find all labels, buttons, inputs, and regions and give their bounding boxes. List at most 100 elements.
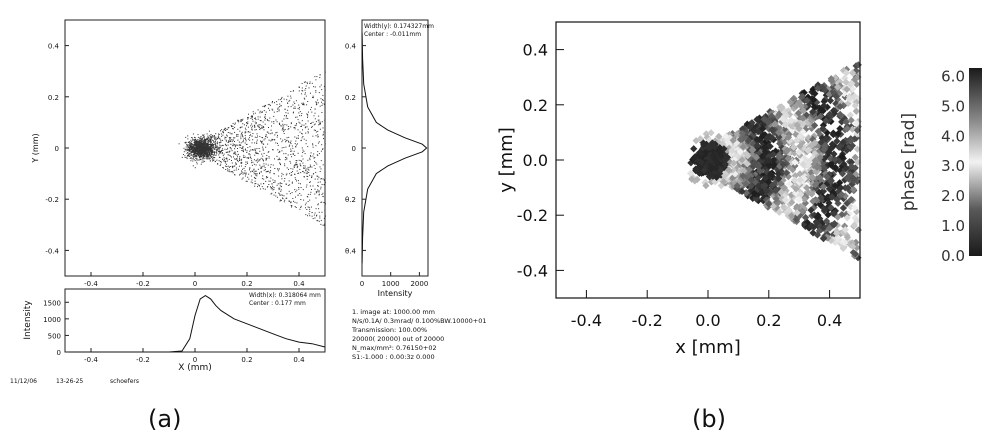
scatter-point	[276, 101, 278, 103]
scatter-point	[221, 129, 223, 131]
scatter-point	[213, 157, 215, 159]
scatter-point	[270, 140, 272, 142]
scatter-point	[249, 137, 250, 139]
scatter-point	[242, 136, 244, 138]
scatter-point	[208, 145, 210, 147]
scatter-point	[322, 99, 324, 101]
scatter-point	[313, 157, 315, 159]
scatter-point	[213, 143, 215, 145]
phase-point	[785, 206, 793, 214]
scatter-point	[299, 168, 301, 170]
scatter-point	[211, 145, 212, 146]
scatter-point	[301, 113, 303, 114]
scatter-point	[194, 153, 196, 154]
phase-point	[852, 107, 860, 115]
phase-point	[761, 181, 770, 189]
scatter-point	[290, 106, 292, 108]
scatter-point	[234, 148, 236, 150]
scatter-point	[236, 135, 237, 137]
scatter-point	[295, 160, 297, 162]
phase-point	[840, 89, 848, 98]
scatter-point	[198, 151, 200, 153]
panel-b-y-ticks: -0.4-0.20.00.20.4	[517, 41, 564, 280]
scatter-point	[245, 129, 247, 131]
scatter-point	[278, 122, 280, 124]
scatter-point	[191, 149, 193, 151]
scatter-point	[218, 142, 220, 144]
scatter-point	[212, 158, 213, 160]
scatter-point	[218, 147, 219, 149]
phase-point	[841, 226, 849, 234]
scatter-point	[305, 139, 307, 141]
scatter-point	[208, 151, 210, 153]
scatter-point	[200, 139, 202, 141]
scatter-point	[190, 153, 192, 155]
scatter-point	[278, 109, 280, 111]
scatter-point	[198, 156, 200, 158]
scatter-point	[216, 152, 218, 154]
scatter-point	[262, 188, 264, 190]
phase-point	[853, 98, 861, 106]
scatter-point	[219, 138, 221, 140]
phase-point	[761, 143, 769, 151]
scatter-point	[226, 157, 228, 159]
scatter-point	[207, 135, 209, 137]
phase-point	[851, 102, 859, 110]
scatter-point	[322, 148, 324, 150]
scatter-point	[319, 77, 321, 79]
scatter-point	[271, 183, 273, 185]
scatter-point	[276, 104, 278, 106]
scatter-point	[281, 178, 283, 180]
scatter-point	[228, 140, 229, 142]
scatter-point	[202, 142, 204, 144]
scatter-point	[254, 148, 256, 150]
scatter-point	[242, 118, 244, 120]
scatter-point	[214, 142, 216, 144]
scatter-point	[201, 142, 203, 144]
scatter-point	[285, 153, 287, 155]
scatter-point	[195, 150, 197, 152]
scatter-point	[309, 166, 311, 168]
scatter-point	[318, 220, 320, 222]
scatter-point	[303, 97, 305, 99]
scatter-point	[198, 154, 200, 156]
scatter-point	[199, 145, 201, 147]
scatter-point	[283, 118, 285, 120]
scatter-point	[191, 147, 193, 149]
scatter-point	[280, 99, 282, 101]
scatter-point	[208, 144, 210, 146]
phase-point	[781, 121, 789, 129]
scatter-point	[189, 149, 191, 151]
scatter-point	[237, 153, 239, 155]
caption-a: (a)	[148, 405, 182, 433]
scatter-point	[255, 183, 257, 184]
scatter-point	[208, 141, 210, 143]
scatter-point	[206, 143, 208, 145]
scatter-point	[187, 150, 189, 151]
scatter-point	[307, 171, 308, 173]
scatter-point	[202, 135, 204, 137]
phase-point	[834, 213, 842, 221]
scatter-point	[277, 108, 279, 110]
scatter-point	[184, 149, 186, 151]
scatter-point	[264, 123, 266, 125]
scatter-point	[233, 152, 235, 154]
scatter-point	[298, 121, 300, 123]
scatter-point	[240, 136, 242, 138]
scatter-point	[255, 117, 256, 119]
phase-point	[759, 194, 768, 202]
scatter-point	[290, 143, 292, 145]
scatter-point	[218, 137, 219, 139]
phase-point	[841, 184, 849, 192]
phase-point	[854, 95, 862, 103]
scatter-point	[229, 132, 231, 134]
panel-b-x-ticks: -0.4 -0.2 0.0 0.2 0.4	[571, 290, 842, 330]
scatter-point	[284, 124, 286, 126]
scatter-point	[286, 173, 288, 175]
scatter-point	[222, 144, 224, 146]
scatter-point	[211, 149, 213, 151]
scatter-point	[277, 183, 279, 185]
scatter-point	[288, 168, 289, 170]
scatter-point	[211, 150, 213, 152]
scatter-point	[240, 119, 242, 121]
